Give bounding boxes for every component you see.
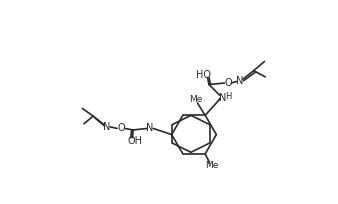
Text: N: N: [219, 93, 226, 103]
Text: Me: Me: [189, 95, 202, 104]
Text: N: N: [103, 122, 111, 132]
Text: H: H: [225, 92, 232, 101]
Text: O: O: [117, 123, 125, 133]
Text: N: N: [146, 123, 154, 133]
Text: O: O: [224, 78, 232, 88]
Text: OH: OH: [127, 136, 142, 146]
Text: N: N: [236, 76, 243, 86]
Text: HO: HO: [196, 70, 211, 80]
Text: Me: Me: [204, 161, 218, 170]
